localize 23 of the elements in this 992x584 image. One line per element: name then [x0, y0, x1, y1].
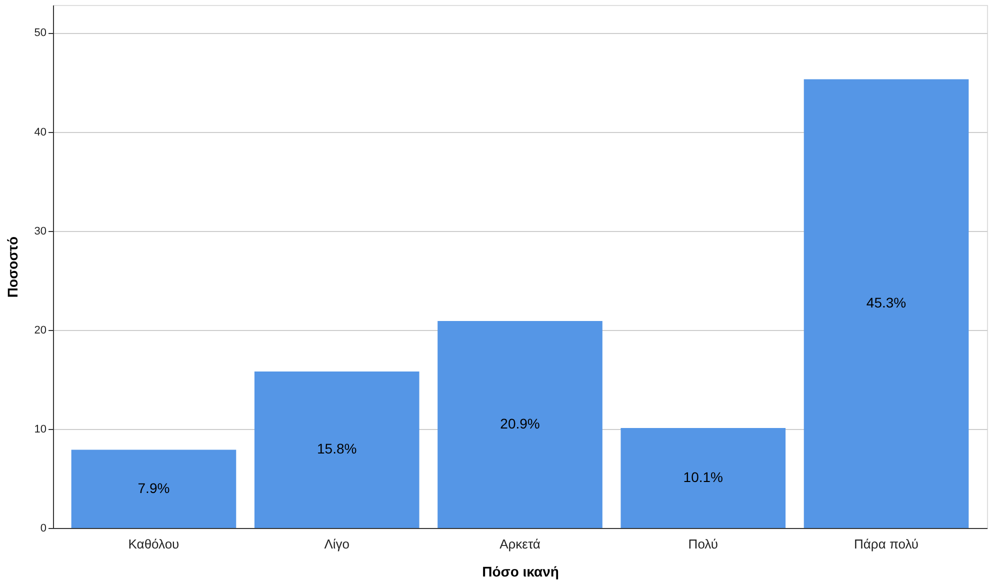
x-tick-label: Λίγο	[324, 536, 350, 552]
x-tick-label: Καθόλου	[128, 536, 180, 552]
x-tick-label: Αρκετά	[500, 536, 541, 552]
data-label: 15.8%	[317, 440, 357, 457]
bar	[620, 428, 786, 528]
data-label: 10.1%	[683, 468, 723, 485]
x-tick-label: Πολύ	[688, 536, 718, 552]
bar	[438, 320, 602, 528]
y-tick-label: 20	[34, 324, 46, 336]
y-tick-label: 30	[34, 225, 46, 238]
data-label: 45.3%	[866, 294, 906, 311]
bar	[71, 450, 236, 528]
y-tick-label: 10	[34, 423, 46, 436]
bar	[254, 371, 420, 528]
x-tick-label: Πάρα πολύ	[854, 536, 919, 552]
y-tick-label: 50	[34, 27, 46, 40]
data-label: 20.9%	[500, 415, 540, 432]
y-tick-label: 0	[40, 522, 46, 534]
bar	[804, 79, 969, 528]
data-label: 7.9%	[138, 480, 170, 496]
x-axis-title: Πόσο ικανή	[482, 564, 559, 580]
y-axis-title: Ποσοστό	[4, 236, 20, 298]
y-tick-label: 40	[34, 126, 46, 138]
